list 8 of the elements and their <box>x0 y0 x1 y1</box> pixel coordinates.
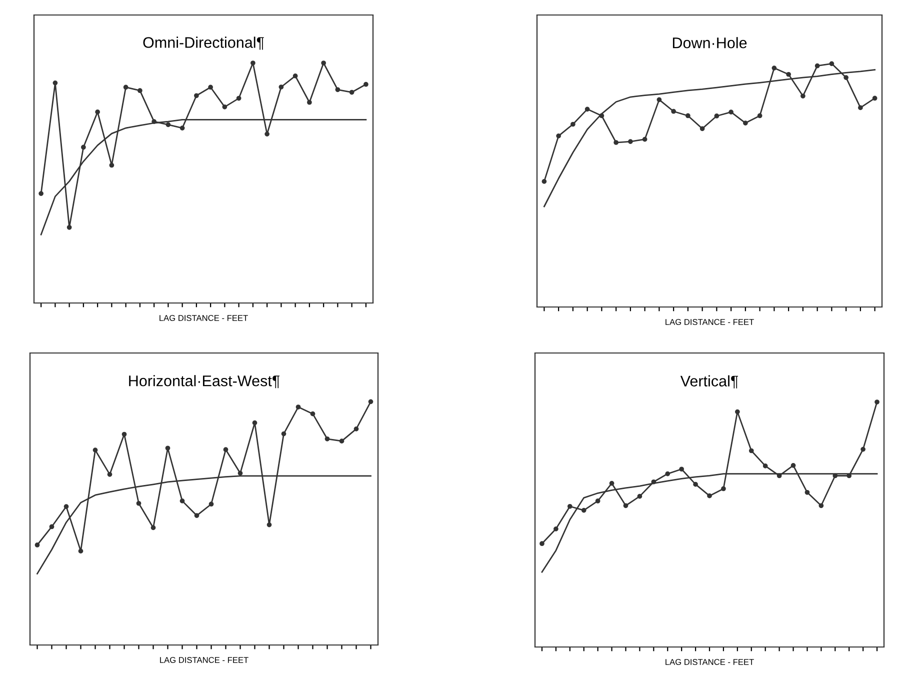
x-axis-title: LAG DISTANCE - FEET <box>160 315 248 321</box>
chart-title: Omni-Directional¶ <box>143 36 264 50</box>
x-axis-title: LAG DISTANCE - FEET <box>160 657 248 663</box>
chart-title: Down·Hole <box>672 37 747 48</box>
chart-title: Vertical¶ <box>680 375 738 388</box>
x-axis-title: LAG DISTANCE - FEET <box>666 319 754 325</box>
x-axis-title: LAG DISTANCE - FEET <box>666 659 754 665</box>
chart-title: Horizontal·East-West¶ <box>129 375 280 388</box>
